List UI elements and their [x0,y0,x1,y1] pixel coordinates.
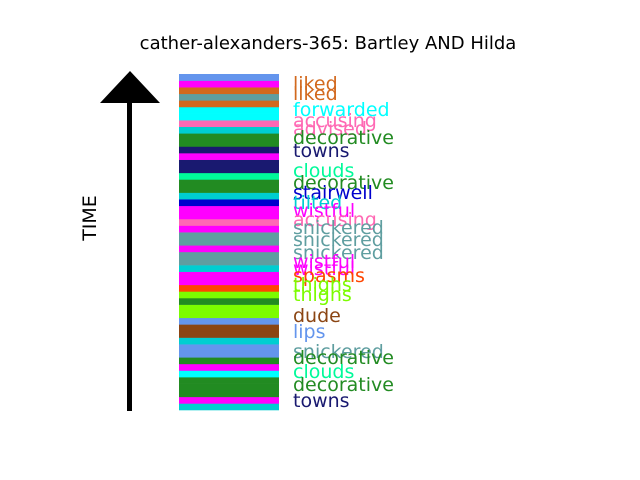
time-axis: TIME [79,71,160,411]
event-label: wistful [293,200,355,222]
strip-band [179,87,279,95]
event-label: snickered [293,217,384,239]
strip-band [179,179,279,187]
strip-band [179,337,279,345]
strip-band [179,153,279,160]
strip-band [179,304,279,312]
strip-band [179,330,279,338]
strip-band [179,218,279,226]
strip-band [179,113,279,121]
strip-band [179,324,279,332]
event-label: clouds [293,361,354,383]
event-label: wistful [293,251,355,273]
strip-band [179,100,279,108]
strip-band [179,370,279,378]
strip-band [179,166,279,174]
event-label: decorative [293,127,394,149]
strip-band [179,258,279,266]
event-label: wistful [293,258,355,280]
event-label: snickered [293,229,384,251]
strip-band [179,284,279,292]
strip-band [179,126,279,134]
strip-band [179,172,279,180]
strip-band [179,271,279,279]
event-label: decorative [293,172,394,194]
strip-band [179,311,279,319]
strip-band [179,377,279,384]
strip-band [179,383,279,391]
event-label: dude [293,305,341,327]
event-label: spasms [293,265,365,287]
strip-band [179,225,279,233]
strip-band [179,93,279,101]
strip-band [179,205,279,213]
event-label: snickered [293,341,384,363]
strip-band [179,251,279,259]
event-label: stairwell [293,182,373,204]
time-axis-label: TIME [79,195,101,242]
strip-band [179,232,279,240]
strip-band [179,199,279,207]
strip-band [179,265,279,272]
strip-band [179,350,279,358]
time-axis-shaft [127,100,132,411]
strip-band [179,291,279,299]
strip-band [179,278,279,286]
strip-band [179,238,279,246]
strip-band [179,363,279,371]
event-strip [179,74,279,411]
event-label: liked [293,73,338,95]
strip-band [179,74,279,81]
strip-band [179,317,279,325]
strip-band [179,403,279,411]
event-label: thighs [293,284,352,306]
event-label: advised [293,118,367,140]
event-label: towns [293,140,350,162]
strip-band [179,80,279,88]
event-label: accusing [293,209,377,231]
event-label: clouds [293,160,354,182]
event-label: tilted [293,192,342,214]
strip-band [179,390,279,398]
strip-band [179,186,279,193]
event-label: decorative [293,374,394,396]
event-label: accusing [293,110,377,132]
strip-band [179,192,279,200]
strip-band [179,298,279,305]
event-labels: likedlikedforwardedaccusingadviseddecora… [293,73,394,412]
time-arrow-head-icon [100,71,160,103]
event-label: liked [293,83,338,105]
strip-band [179,139,279,147]
strip-band [179,212,279,220]
event-label: decorative [293,347,394,369]
event-label: towns [293,390,350,412]
strip-band [179,396,279,404]
strip-band [179,245,279,253]
strip-band [179,344,279,352]
event-label: snickered [293,242,384,264]
strip-band [179,106,279,114]
strip-band [179,357,279,365]
event-label: forwarded [293,99,390,121]
event-label: lips [293,321,326,343]
strip-band [179,133,279,141]
strip-band [179,120,279,128]
event-label: thighs [293,274,352,296]
strip-band [179,159,279,167]
chart-title: cather-alexanders-365: Bartley AND Hilda [140,33,517,54]
strip-band [179,146,279,154]
